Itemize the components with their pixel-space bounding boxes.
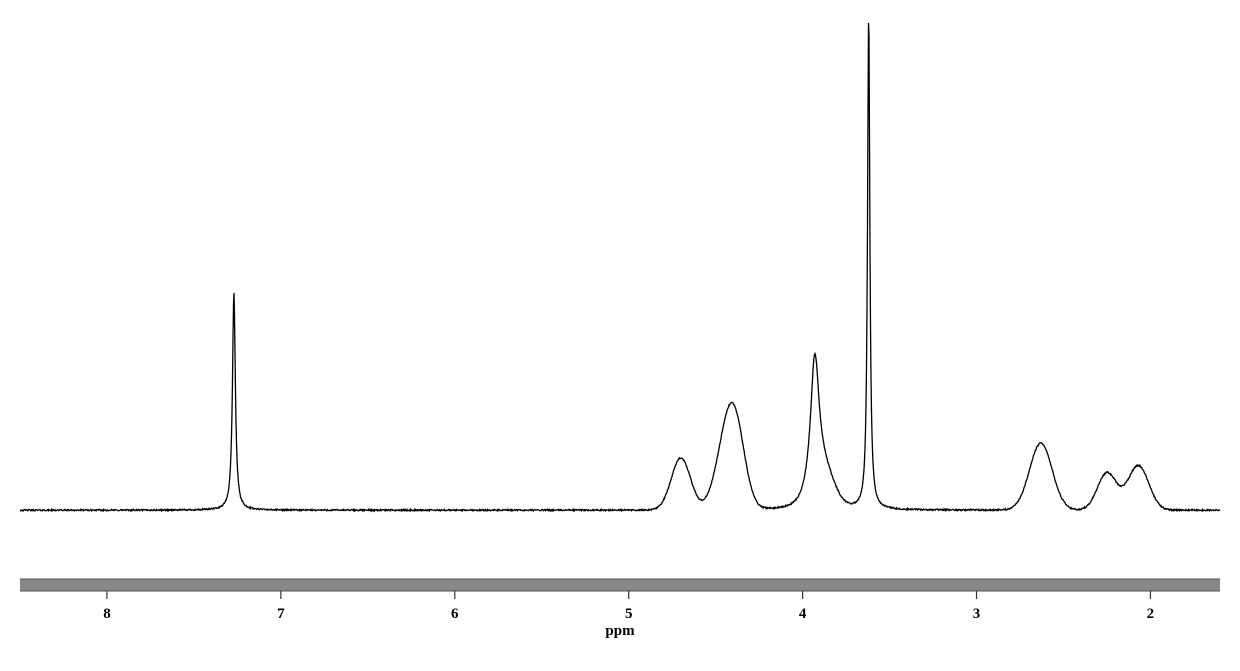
x-tick-label: 3 — [973, 606, 981, 622]
x-tick-label: 6 — [451, 606, 459, 622]
spectrum-trace — [20, 23, 1220, 511]
x-axis-label: ppm — [605, 623, 635, 639]
x-tick-label: 4 — [799, 606, 807, 622]
x-tick-label: 8 — [103, 606, 111, 622]
x-tick-label: 2 — [1147, 606, 1155, 622]
nmr-spectrum-chart: 8 7 6 5 4 3 2 ppm — [0, 0, 1240, 671]
x-tick-label: 5 — [625, 606, 633, 622]
x-tick-label: 7 — [277, 606, 285, 622]
